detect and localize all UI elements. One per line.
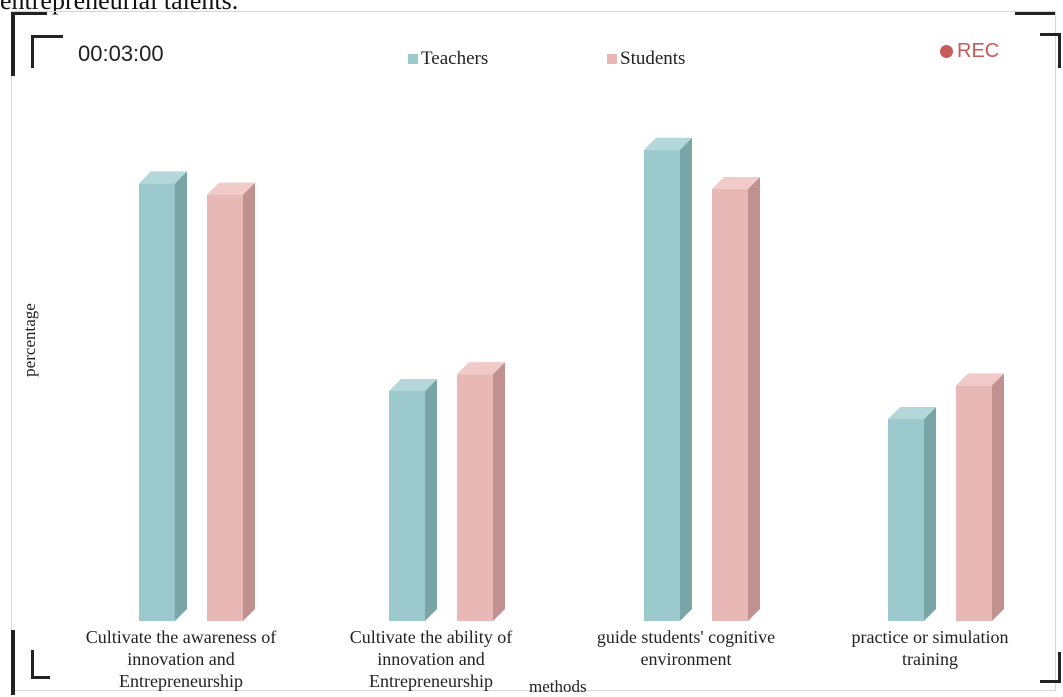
bar-top xyxy=(888,407,936,420)
x-tick-label-4: practice or simulation training xyxy=(800,626,1060,670)
bar-front xyxy=(712,189,748,621)
viewfinder-corner-top-left-bar xyxy=(31,35,63,52)
bar-front xyxy=(956,385,992,621)
bar-front xyxy=(389,390,425,621)
legend-swatch-teachers xyxy=(408,54,418,64)
bar-students-3 xyxy=(712,177,760,621)
chart-frame xyxy=(11,11,1056,691)
rec-indicator: REC xyxy=(940,40,999,63)
bar-teachers-3 xyxy=(644,137,692,621)
bar-students-4 xyxy=(956,373,1004,621)
bar-top xyxy=(207,182,255,195)
bar-top xyxy=(389,378,437,391)
bar-side xyxy=(243,182,255,621)
bar-side xyxy=(680,137,692,621)
viewfinder-corner-top-right xyxy=(1040,33,1061,68)
x-tick-label-line: innovation and xyxy=(127,649,235,669)
x-tick-label-line: training xyxy=(902,649,958,669)
rec-dot-icon xyxy=(940,45,953,58)
bar-top xyxy=(457,362,505,375)
bar-side xyxy=(493,362,505,621)
bar-front xyxy=(457,374,493,621)
bar-teachers-1 xyxy=(139,171,187,622)
rec-label: REC xyxy=(957,40,1000,62)
legend-item-teachers: Teachers xyxy=(408,48,488,70)
x-tick-label-line: innovation and xyxy=(377,649,485,669)
x-tick-label-line: guide students' cognitive xyxy=(596,627,776,647)
x-tick-label-line: practice or simulation xyxy=(851,627,1009,647)
bar-top xyxy=(956,373,1004,386)
frame-top-right-edge xyxy=(1015,12,1055,15)
frame-left-bottom-edge xyxy=(11,630,15,695)
bar-top xyxy=(139,171,187,184)
bar-students-1 xyxy=(207,182,255,621)
x-tick-label-3: guide students' cognitive environment xyxy=(556,626,816,670)
x-tick-label-line: Entrepreneurship xyxy=(119,671,243,691)
viewfinder-corner-bottom-left xyxy=(31,650,50,679)
bar-side xyxy=(992,373,1004,621)
bar-top xyxy=(644,137,692,150)
bar-side xyxy=(425,378,437,621)
bar-front xyxy=(207,194,243,621)
bar-front xyxy=(139,183,175,622)
frame-left-top-edge xyxy=(11,14,15,76)
x-tick-label-line: environment xyxy=(640,649,732,669)
bar-side xyxy=(175,171,187,622)
x-tick-label-1: Cultivate the awareness of innovation and… xyxy=(51,626,311,692)
bar-side xyxy=(748,177,760,621)
viewfinder-corner-bottom-right xyxy=(1040,652,1061,683)
legend-label-teachers: Teachers xyxy=(421,48,489,69)
bar-teachers-2 xyxy=(389,378,437,621)
legend-label-students: Students xyxy=(620,48,686,69)
legend-item-students: Students xyxy=(607,48,685,70)
legend-swatch-students xyxy=(607,54,617,64)
bar-top xyxy=(712,177,760,190)
bar-front xyxy=(888,419,924,621)
x-tick-label-line: Cultivate the ability of xyxy=(349,627,513,647)
bar-front xyxy=(644,149,680,621)
x-axis-label: methods xyxy=(529,677,587,696)
bar-teachers-4 xyxy=(888,407,936,621)
x-tick-label-line: Entrepreneurship xyxy=(369,671,493,691)
x-tick-label-line: Cultivate the awareness of xyxy=(85,627,277,647)
bar-students-2 xyxy=(457,362,505,621)
recording-timer: 00:03:00 xyxy=(78,41,164,66)
frame-top-left-edge xyxy=(11,12,47,15)
x-tick-label-2: Cultivate the ability of innovation and En… xyxy=(301,626,561,692)
bar-side xyxy=(924,407,936,621)
